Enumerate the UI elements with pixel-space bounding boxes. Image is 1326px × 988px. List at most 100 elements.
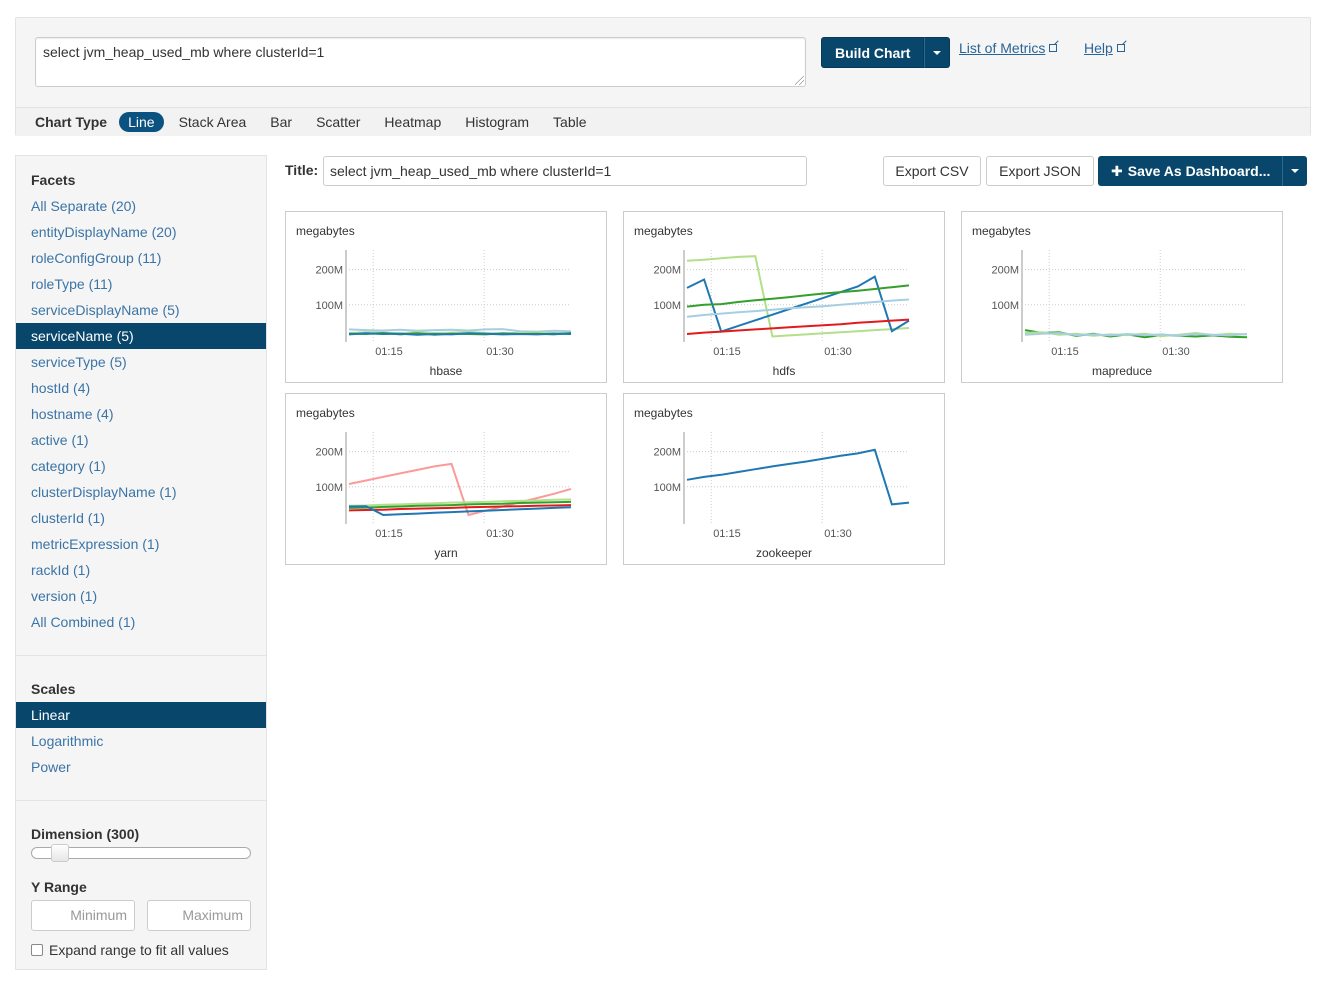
facet-item-version[interactable]: version (1)	[31, 588, 98, 604]
slider-handle[interactable]	[51, 844, 69, 862]
y-range-max-input[interactable]: Maximum	[147, 900, 251, 931]
help-link[interactable]: Help	[1084, 40, 1125, 56]
chart-card-hbase[interactable]: megabytes 100M 200M 01:15 01:30 hbase	[285, 211, 607, 383]
x-tick-label: 01:30	[1162, 346, 1190, 358]
facet-item-metricexpression[interactable]: metricExpression (1)	[31, 536, 160, 552]
facets-section: Facets All Separate (20) entityDisplayNam…	[16, 156, 266, 656]
facet-item-category[interactable]: category (1)	[31, 458, 106, 474]
chart-card-zookeeper[interactable]: megabytes 100M 200M 01:15 01:30 zookeeper	[623, 393, 945, 565]
series-line-0	[348, 328, 572, 333]
query-panel: select jvm_heap_used_mb where clusterId=…	[15, 17, 1311, 136]
expand-range-row: Expand range to fit all values	[31, 942, 229, 958]
chart-card-hdfs[interactable]: megabytes 100M 200M 01:15 01:30 hdfs	[623, 211, 945, 383]
chart-title: hbase	[429, 364, 463, 378]
export-csv-button[interactable]: Export CSV	[883, 156, 981, 186]
facet-item-all-separate[interactable]: All Separate (20)	[31, 198, 137, 214]
y-tick-label: 200M	[315, 447, 343, 459]
y-tick-label: 200M	[315, 265, 343, 277]
y-tick-label: 100M	[315, 482, 343, 494]
scales-section: Scales Linear Logarithmic Power	[16, 656, 266, 801]
x-tick-label: 01:30	[824, 346, 852, 358]
series-line-1	[348, 498, 572, 507]
chart-y-unit: megabytes	[296, 224, 355, 238]
facet-item-servicedisplayname[interactable]: serviceDisplayName (5)	[31, 302, 180, 318]
series-line-0	[686, 448, 910, 506]
chart-type-scatter[interactable]: Scatter	[316, 114, 361, 130]
facet-item-servicetype[interactable]: serviceType (5)	[31, 354, 127, 370]
series-line-2	[1024, 331, 1248, 337]
facet-item-all-combined[interactable]: All Combined (1)	[31, 614, 136, 630]
facet-item-clusterdisplayname[interactable]: clusterDisplayName (1)	[31, 484, 177, 500]
facet-item-servicename[interactable]: serviceName (5)	[16, 323, 266, 349]
facet-item-hostid[interactable]: hostId (4)	[31, 380, 91, 396]
chart-plot: 100M 200M 01:15 01:30	[991, 250, 1248, 358]
y-tick-label: 200M	[653, 265, 681, 277]
resize-handle-icon[interactable]	[795, 76, 804, 85]
chart-type-bar[interactable]: Bar	[270, 114, 293, 130]
plus-icon: ✚	[1111, 163, 1123, 179]
facet-item-entitydisplayname[interactable]: entityDisplayName (20)	[31, 224, 177, 240]
list-of-metrics-link[interactable]: List of Metrics	[959, 40, 1058, 56]
expand-range-label: Expand range to fit all values	[49, 942, 229, 958]
chart-type-label: Chart Type	[35, 114, 108, 130]
y-tick-label: 100M	[653, 482, 681, 494]
chart-type-stack-area[interactable]: Stack Area	[178, 114, 247, 130]
series-line-3	[348, 504, 572, 512]
chart-title: yarn	[434, 546, 458, 560]
series-line-4	[686, 318, 910, 335]
caret-down-icon	[933, 50, 942, 55]
save-dashboard-dropdown[interactable]	[1282, 156, 1308, 186]
x-tick-label: 01:15	[375, 528, 403, 540]
chart-plot: 100M 200M 01:15 01:30	[315, 250, 572, 358]
chart-y-unit: megabytes	[634, 406, 693, 420]
chart-type-heatmap[interactable]: Heatmap	[384, 114, 442, 130]
build-chart-dropdown[interactable]	[924, 37, 951, 68]
series-line-0	[348, 462, 572, 517]
x-tick-label: 01:15	[713, 528, 741, 540]
series-line-2	[348, 500, 572, 509]
facet-item-clusterid[interactable]: clusterId (1)	[31, 510, 105, 526]
facet-item-rackid[interactable]: rackId (1)	[31, 562, 91, 578]
series-line-4	[348, 505, 572, 517]
facet-list: All Separate (20) entityDisplayName (20) r…	[16, 193, 266, 635]
x-tick-label: 01:15	[1051, 346, 1079, 358]
build-chart-button[interactable]: Build Chart	[821, 37, 925, 68]
chart-card-yarn[interactable]: megabytes 100M 200M 01:15 01:30 yarn	[285, 393, 607, 565]
dimension-slider[interactable]	[31, 844, 251, 862]
save-as-dashboard-button[interactable]: ✚ Save As Dashboard...	[1098, 156, 1283, 186]
chart-type-table[interactable]: Table	[553, 114, 587, 130]
list-of-metrics-label: List of Metrics	[959, 40, 1046, 56]
external-link-icon	[1116, 44, 1125, 52]
chart-type-bar: Chart Type Line Stack Area Bar Scatter H…	[16, 107, 1310, 136]
query-text: select jvm_heap_used_mb where clusterId=…	[43, 44, 325, 60]
query-input[interactable]: select jvm_heap_used_mb where clusterId=…	[35, 37, 806, 87]
series-line-3	[686, 298, 910, 318]
y-range-label: Y Range	[31, 879, 87, 895]
chart-card-mapreduce[interactable]: megabytes 100M 200M 01:15 01:30 mapreduce	[961, 211, 1283, 383]
y-range-min-input[interactable]: Minimum	[31, 900, 135, 931]
help-label: Help	[1084, 40, 1113, 56]
caret-down-icon	[1291, 169, 1300, 173]
scale-item-power[interactable]: Power	[31, 759, 71, 775]
chart-type-histogram[interactable]: Histogram	[465, 114, 530, 130]
scale-list: Linear Logarithmic Power	[16, 702, 266, 780]
external-link-icon	[1049, 44, 1058, 52]
x-tick-label: 01:30	[824, 528, 852, 540]
chart-type-line[interactable]: Line	[119, 112, 164, 132]
sidebar: Facets All Separate (20) entityDisplayNam…	[15, 155, 267, 970]
scale-item-logarithmic[interactable]: Logarithmic	[31, 733, 104, 749]
export-json-button[interactable]: Export JSON	[986, 156, 1094, 186]
facet-item-roleconfiggroup[interactable]: roleConfigGroup (11)	[31, 250, 162, 266]
chart-plot: 100M 200M 01:15 01:30	[315, 432, 572, 540]
chart-y-unit: megabytes	[296, 406, 355, 420]
facet-item-active[interactable]: active (1)	[31, 432, 89, 448]
chart-y-unit: megabytes	[972, 224, 1031, 238]
x-tick-label: 01:30	[486, 346, 514, 358]
y-tick-label: 200M	[991, 265, 1019, 277]
facet-item-hostname[interactable]: hostname (4)	[31, 406, 114, 422]
title-input[interactable]: select jvm_heap_used_mb where clusterId=…	[323, 156, 807, 186]
chart-plot: 100M 200M 01:15 01:30	[653, 250, 910, 358]
scale-item-linear[interactable]: Linear	[16, 702, 266, 728]
facet-item-roletype[interactable]: roleType (11)	[31, 276, 113, 292]
expand-range-checkbox[interactable]	[31, 944, 43, 956]
